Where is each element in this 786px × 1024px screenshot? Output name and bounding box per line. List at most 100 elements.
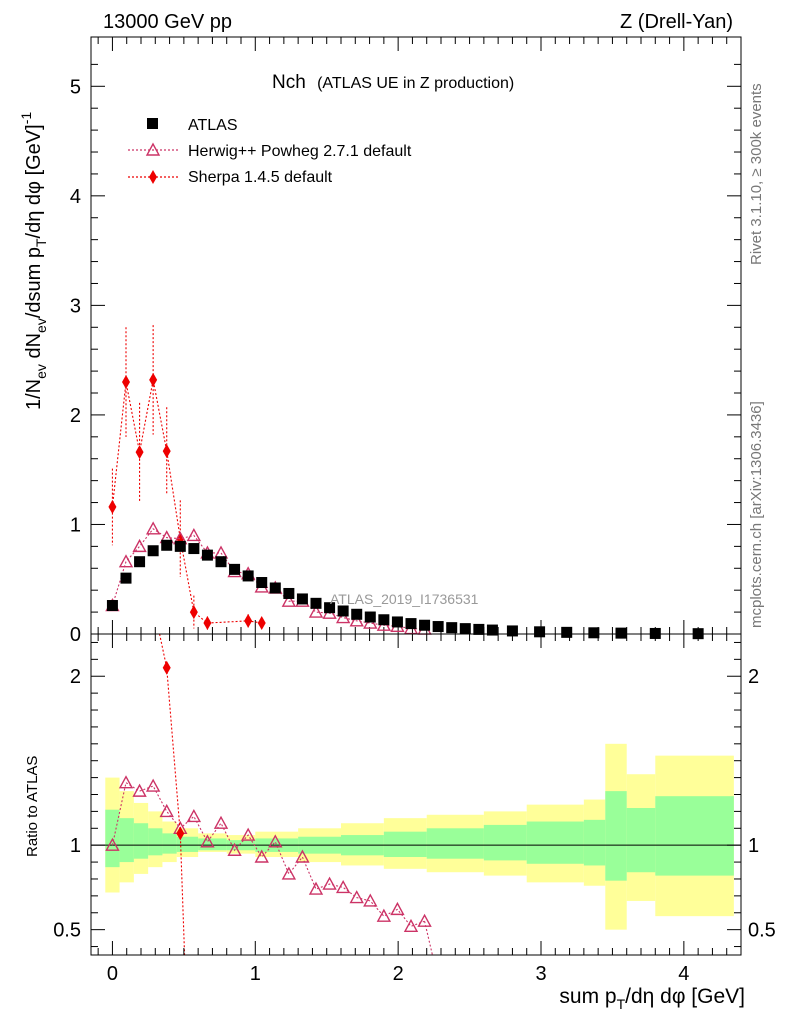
x-tick-label: 2 — [393, 963, 404, 985]
atlas-point — [134, 556, 146, 568]
svg-text:Nch (ATLAS UE in Z product: Nch (ATLAS UE in Z production) — [272, 72, 514, 93]
herwig-point — [363, 615, 378, 629]
atlas-point — [161, 539, 173, 551]
herwig-ratio-point — [335, 879, 351, 894]
ratio-y-tick-label-left: 0.5 — [53, 920, 81, 942]
ratio-green-band — [383, 831, 427, 858]
herwig-ratio-point — [213, 815, 229, 829]
herwig-point — [186, 527, 202, 542]
mcplots-side-label: mcplots.cern.ch [arXiv:1306.3436] — [748, 401, 765, 628]
main-y-tick-label: 2 — [70, 405, 81, 427]
herwig-ratio-point — [105, 837, 120, 851]
herwig-ratio-point — [281, 866, 297, 880]
x-tick-label: 4 — [678, 963, 689, 985]
energy-label: 13000 GeV pp — [103, 11, 232, 33]
x-tick-label: 0 — [107, 963, 118, 985]
atlas-point — [174, 540, 186, 552]
x-axis-label: sum pT/dη dφ [GeV] — [559, 985, 745, 1012]
atlas-point — [324, 602, 336, 614]
atlas-point — [615, 627, 627, 639]
sherpa-ratio-point — [162, 660, 171, 675]
ratio-green-band — [626, 808, 656, 873]
atlas-point — [506, 625, 518, 637]
atlas-point — [446, 622, 458, 634]
ratio-y-tick-label-right: 0.5 — [748, 920, 776, 942]
atlas-point — [296, 593, 308, 605]
ratio-green-band — [119, 818, 134, 863]
herwig-ratio-point — [118, 775, 134, 789]
herwig-point — [145, 521, 161, 535]
herwig-ratio-point — [322, 876, 337, 890]
plot-title: Nch — [272, 72, 306, 93]
sherpa-line — [111, 379, 262, 624]
atlas-point — [459, 623, 471, 635]
ratio-green-band — [583, 819, 606, 866]
sherpa-point — [149, 372, 158, 387]
atlas-point — [432, 621, 444, 633]
atlas-point — [269, 582, 281, 594]
ratio-y-tick-label-left: 1 — [70, 835, 81, 857]
atlas-point — [201, 549, 213, 561]
ratio-green-band — [426, 828, 484, 859]
atlas-point — [419, 619, 431, 631]
atlas-point — [391, 616, 403, 628]
ratio-green-band — [605, 791, 627, 881]
legend: ATLAS Herwig++ Powheg 2.7.1 default Sher… — [128, 117, 412, 186]
atlas-point — [364, 611, 376, 623]
ratio-y-tick-label-left: 2 — [70, 666, 81, 688]
atlas-point — [486, 624, 498, 636]
herwig-ratio-point — [268, 834, 283, 848]
herwig-ratio-point — [159, 803, 174, 818]
main-panel: 0 1 2 3 4 5 — [70, 36, 742, 646]
legend-herwig-marker — [145, 142, 161, 156]
atlas-point — [256, 577, 268, 589]
atlas-point — [215, 556, 227, 568]
main-y-tick-label: 3 — [70, 295, 81, 317]
sherpa-ratio-tail-top — [159, 633, 168, 668]
sherpa-point — [189, 605, 198, 620]
herwig-point — [308, 604, 324, 618]
herwig-ratio-point — [417, 913, 432, 927]
atlas-point — [588, 627, 600, 639]
atlas-point — [534, 626, 546, 638]
main-y-tick-label: 4 — [70, 186, 81, 208]
sherpa-point — [257, 616, 266, 631]
herwig-ratio-point — [227, 842, 242, 856]
atlas-point — [405, 618, 417, 630]
sherpa-point — [108, 499, 117, 514]
herwig-ratio-point — [390, 901, 405, 916]
atlas-point — [283, 587, 295, 599]
atlas-point — [649, 627, 661, 639]
x-tick-label: 3 — [535, 963, 546, 985]
ratio-y-tick-label-right: 1 — [748, 835, 759, 857]
herwig-ratio-point — [254, 849, 269, 863]
sherpa-point — [244, 613, 253, 628]
main-y-axis-label: 1/Nev dNev/dsum pT/dη dφ [GeV]-1 — [18, 112, 49, 410]
process-label: Z (Drell-Yan) — [620, 11, 733, 33]
atlas-point — [242, 570, 254, 582]
rivet-side-label: Rivet 3.1.10, ≥ 300k events — [748, 83, 765, 265]
herwig-ratio-point — [240, 827, 256, 841]
atlas-point — [188, 543, 200, 555]
legend-sherpa-marker — [149, 170, 157, 184]
atlas-point — [378, 614, 390, 626]
herwig-line — [111, 528, 425, 630]
sherpa-point — [135, 445, 144, 460]
ratio-green-band — [655, 796, 734, 876]
herwig-ratio-point — [295, 849, 310, 863]
ratio-y-tick-label-right: 2 — [748, 666, 759, 688]
main-y-tick-label: 0 — [70, 624, 81, 646]
atlas-point — [310, 597, 322, 609]
herwig-ratio-point — [349, 890, 364, 904]
herwig-ratio-point — [376, 908, 392, 922]
atlas-point — [106, 600, 118, 612]
legend-atlas-marker — [147, 118, 158, 129]
ratio-green-band — [133, 823, 149, 859]
herwig-point — [349, 613, 364, 627]
herwig-ratio-point — [308, 881, 324, 895]
ratio-green-band — [526, 821, 584, 864]
herwig-ratio-point — [363, 893, 378, 907]
herwig-ratio-line — [111, 781, 425, 927]
herwig-ratio-point — [132, 783, 147, 797]
